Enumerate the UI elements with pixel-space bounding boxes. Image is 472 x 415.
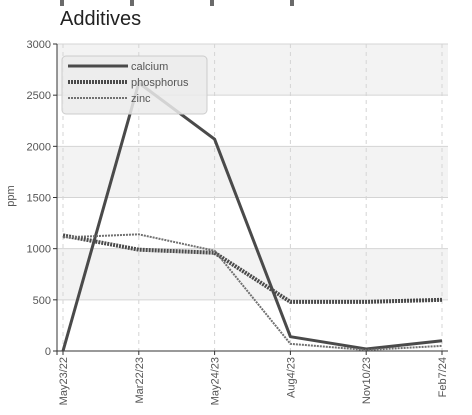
series-line-calcium — [61, 81, 443, 352]
x-tick-label: May23/22 — [58, 357, 70, 405]
y-tick-label: 2000 — [27, 141, 51, 153]
plot-band — [57, 248, 448, 300]
y-tick-label: 500 — [33, 295, 51, 307]
x-tick-label: Mar22/23 — [134, 357, 146, 403]
x-tick-label: Nov10/23 — [361, 357, 373, 404]
legend[interactable]: calcium phosphorus zinc — [61, 55, 208, 115]
legend-label-zinc[interactable]: zinc — [131, 93, 151, 105]
legend-box — [61, 55, 208, 115]
y-tick-label: 1000 — [27, 244, 51, 256]
y-axis-title: ppm — [5, 185, 17, 206]
plot-band — [57, 146, 448, 198]
chart-title: Additives — [60, 8, 142, 30]
legend-label-calcium[interactable]: calcium — [131, 61, 168, 73]
y-tick-label: 1500 — [27, 193, 51, 205]
y-tick-label: 3000 — [27, 39, 51, 51]
series-line-phosphorus — [62, 233, 443, 304]
x-tick-label: Feb7/24 — [437, 357, 449, 397]
series-line-zinc — [62, 233, 443, 351]
top-decoration-strip — [60, 0, 360, 8]
x-tick-label: May24/23 — [210, 357, 222, 405]
y-tick-label: 0 — [45, 346, 51, 358]
y-tick-label: 2500 — [27, 90, 51, 102]
x-tick-label: Aug4/23 — [285, 357, 297, 398]
legend-label-phosphorus[interactable]: phosphorus — [131, 77, 189, 89]
